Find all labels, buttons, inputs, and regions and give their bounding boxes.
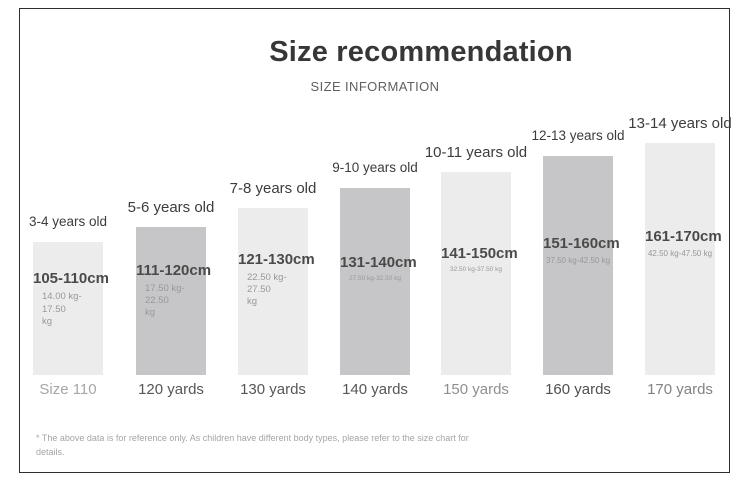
age-label: 5-6 years old bbox=[127, 199, 215, 216]
footnote: * The above data is for reference only. … bbox=[36, 433, 469, 457]
weight-range: 17.50 kg-22.50 kg bbox=[136, 283, 206, 320]
weight-line: 14.00 kg-17.50 bbox=[42, 291, 82, 315]
height-range: 141-150cm bbox=[441, 245, 518, 263]
size-bar: 111-120cm 17.50 kg-22.50 kg bbox=[136, 227, 212, 375]
size-label: 150 yards bbox=[443, 381, 509, 398]
age-label: 7-8 years old bbox=[229, 180, 317, 197]
weight-line: kg bbox=[145, 307, 156, 319]
height-range: 111-120cm bbox=[136, 261, 212, 279]
height-range: 121-130cm bbox=[238, 250, 315, 268]
size-label: 130 yards bbox=[240, 381, 306, 398]
height-range: 105-110cm bbox=[33, 270, 109, 288]
weight-line: 27.50 kg-32.50 kg bbox=[348, 275, 402, 283]
size-label: Size 110 bbox=[39, 381, 97, 398]
size-label: 160 yards bbox=[545, 381, 611, 398]
size-bar: 105-110cm 14.00 kg-17.50 kg bbox=[33, 242, 109, 375]
weight-range: 37.50 kg-42.50 kg bbox=[543, 256, 613, 265]
weight-line: 37.50 kg-42.50 kg bbox=[545, 256, 611, 266]
size-bar: 141-150cm 32.50 kg-37.50 kg bbox=[441, 172, 518, 375]
weight-line: 42.50 kg-47.50 kg bbox=[647, 248, 713, 258]
size-bar: 161-170cm 42.50 kg-47.50 kg bbox=[645, 143, 722, 375]
weight-line: 22.50 kg-27.50 bbox=[247, 271, 287, 296]
bar-text-block: 105-110cm 14.00 kg-17.50 kg bbox=[33, 270, 109, 328]
weight-range: 32.50 kg-37.50 kg bbox=[441, 266, 511, 273]
age-label: 13-14 years old bbox=[628, 115, 732, 132]
weight-range: 22.50 kg-27.50 kg bbox=[238, 272, 308, 309]
size-bar: 131-140cm 27.50 kg-32.50 kg bbox=[340, 188, 417, 375]
weight-line: kg bbox=[42, 315, 53, 327]
bar-text-block: 121-130cm 22.50 kg-27.50 kg bbox=[238, 250, 315, 309]
bar-text-block: 151-160cm 37.50 kg-42.50 kg bbox=[543, 235, 620, 265]
bar-text-block: 141-150cm 32.50 kg-37.50 kg bbox=[441, 245, 518, 273]
height-range: 161-170cm bbox=[645, 227, 722, 245]
size-label: 170 yards bbox=[647, 381, 713, 398]
size-bar: 121-130cm 22.50 kg-27.50 kg bbox=[238, 208, 315, 375]
page-subtitle: SIZE INFORMATION bbox=[310, 79, 440, 94]
weight-line: 32.50 kg-37.50 kg bbox=[449, 266, 503, 274]
weight-line: kg bbox=[247, 296, 258, 308]
weight-range: 27.50 kg-32.50 kg bbox=[340, 275, 410, 282]
height-range: 131-140cm bbox=[340, 254, 417, 272]
age-label: 9-10 years old bbox=[332, 160, 418, 175]
size-label: 120 yards bbox=[138, 381, 204, 398]
age-label: 12-13 years old bbox=[531, 128, 625, 143]
bar-text-block: 111-120cm 17.50 kg-22.50 kg bbox=[136, 261, 212, 320]
weight-range: 14.00 kg-17.50 kg bbox=[33, 291, 103, 328]
size-label: 140 yards bbox=[342, 381, 408, 398]
age-label: 3-4 years old bbox=[28, 214, 108, 229]
height-range: 151-160cm bbox=[543, 235, 620, 253]
bar-text-block: 131-140cm 27.50 kg-32.50 kg bbox=[340, 254, 417, 282]
age-label: 10-11 years old bbox=[424, 144, 528, 161]
size-bar: 151-160cm 37.50 kg-42.50 kg bbox=[543, 156, 620, 375]
weight-range: 42.50 kg-47.50 kg bbox=[645, 249, 715, 258]
bar-text-block: 161-170cm 42.50 kg-47.50 kg bbox=[645, 227, 722, 258]
weight-line: 17.50 kg-22.50 bbox=[145, 282, 185, 306]
page-title: Size recommendation bbox=[269, 36, 573, 68]
